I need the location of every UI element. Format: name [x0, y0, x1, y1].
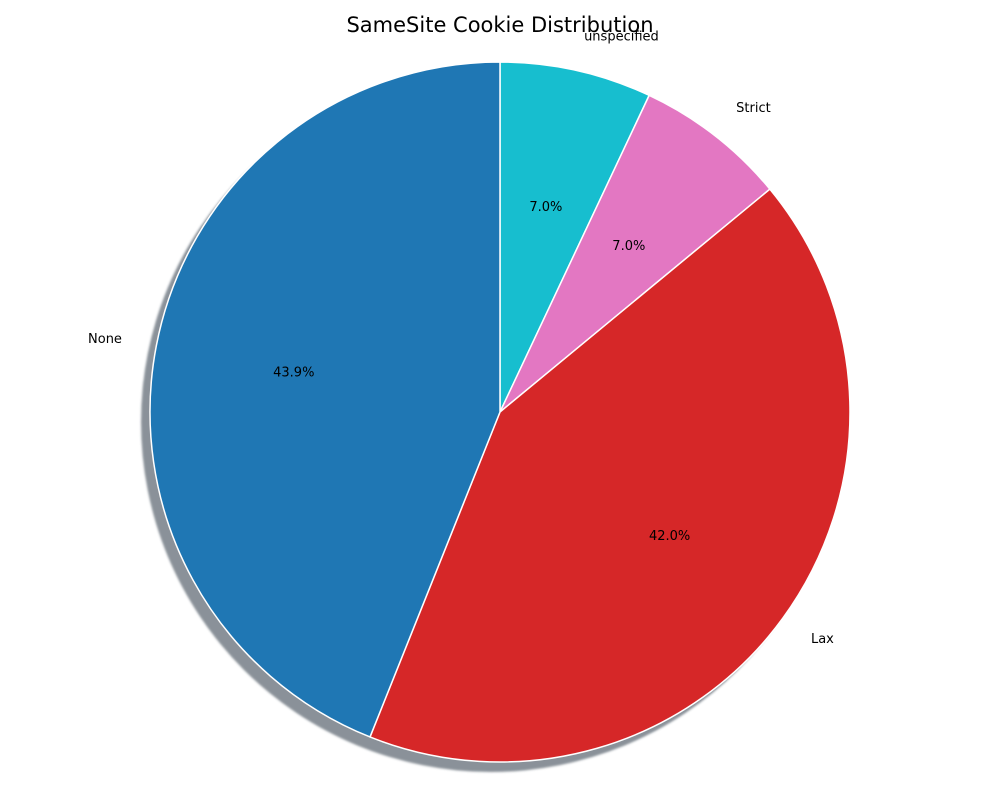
pie-labels: unspecified 7.0% Strict 7.0% Lax 42.0% None 43.…: [88, 29, 834, 647]
chart-title: SameSite Cookie Distribution: [346, 13, 653, 37]
slice-percent-lax: 42.0%: [649, 529, 690, 544]
slice-percent-none: 43.9%: [273, 365, 314, 380]
pie-slice-lax: [369, 188, 851, 763]
pie-slice-unspecified: [499, 61, 650, 413]
slice-label-strict: Strict: [736, 101, 771, 116]
slice-percent-strict: 7.0%: [612, 239, 645, 254]
pie-slices: [149, 61, 851, 763]
slice-percent-unspecified: 7.0%: [529, 200, 562, 215]
slice-label-unspecified: unspecified: [584, 29, 659, 44]
pie-slice-none: [149, 61, 501, 738]
slice-label-none: None: [88, 332, 122, 347]
pie-slice-strict: [499, 94, 771, 413]
slice-label-lax: Lax: [811, 632, 834, 647]
